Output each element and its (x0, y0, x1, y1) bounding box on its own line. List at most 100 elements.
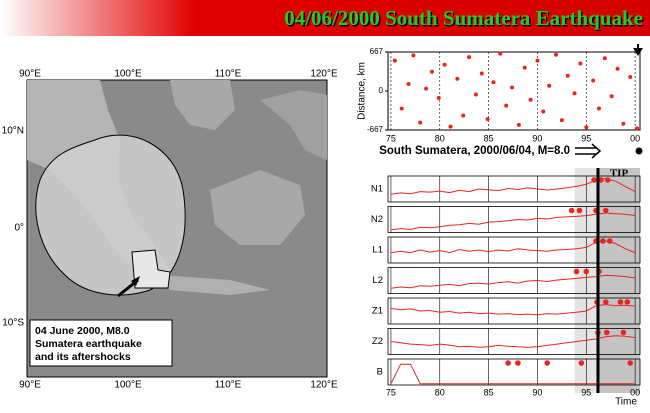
x-tick-label: 80 (435, 387, 445, 397)
x-tick-label: 00 (630, 387, 640, 397)
x-tick-label: 90 (532, 133, 542, 143)
x-axis-label: Time (615, 397, 637, 408)
alarm-dot (576, 207, 583, 214)
banner-title: 04/06/2000 South Sumatera Earthquake (284, 6, 643, 30)
alarm-dot (573, 268, 580, 275)
series-label: Z1 (372, 306, 383, 317)
lon-label: 120°E (310, 69, 338, 80)
x-tick-label: 95 (581, 387, 591, 397)
point (399, 106, 404, 111)
chart-title: South Sumatera, 2000/06/04, M=8.0 (379, 145, 570, 157)
land (210, 170, 305, 245)
x-tick-label: 95 (581, 133, 591, 143)
x-tick-label: 75 (386, 133, 396, 143)
series-label: B (377, 367, 383, 378)
x-tick-label: 85 (484, 387, 494, 397)
series-line (390, 274, 636, 289)
point (541, 109, 546, 114)
point (485, 117, 490, 122)
lon-label: 90°E (19, 380, 41, 391)
x-tick-label: 90 (532, 387, 542, 397)
point (429, 69, 434, 74)
x-tick-label: 80 (435, 133, 445, 143)
alarm-dot (598, 177, 604, 183)
panel-frame (387, 206, 641, 233)
tip-shade (598, 168, 640, 393)
point (504, 103, 509, 108)
point (596, 106, 601, 111)
y-tick-label: -667 (367, 125, 384, 134)
banner-shadow: 04/06/2000 South Sumatera Earthquake (286, 7, 645, 31)
series-line (390, 212, 636, 231)
alarm-dot (627, 360, 634, 366)
series-line (390, 303, 636, 316)
y-axis-label: Distance, km (357, 62, 368, 120)
lon-label: 120°E (310, 380, 338, 391)
point (578, 61, 583, 66)
land (170, 80, 235, 130)
y-tick-label: 667 (370, 47, 384, 56)
point (591, 78, 596, 83)
point (473, 92, 478, 97)
event-arrow (575, 143, 602, 159)
point (602, 56, 607, 61)
point (510, 85, 515, 90)
series-line (390, 363, 636, 385)
caption: and its aftershocks (35, 351, 131, 363)
arrow-head (131, 276, 140, 286)
y-tick-label: 0 (379, 86, 384, 95)
point (522, 65, 527, 70)
panel-frame (387, 175, 641, 203)
alarm-dot (578, 360, 585, 366)
series-label: L1 (372, 245, 383, 256)
alarm-dot (603, 329, 610, 336)
point (547, 83, 552, 88)
alarm-dot (617, 299, 624, 305)
lat-label: 0° (14, 223, 24, 234)
panel-frame (387, 297, 641, 325)
point (491, 80, 496, 85)
panel-frame (387, 267, 641, 294)
panel-frame (387, 236, 641, 264)
series-label: N2 (371, 214, 383, 225)
alarm-dot (544, 360, 551, 366)
lat-label: 10°S (2, 318, 24, 329)
event-arrow-head (633, 48, 643, 56)
plot-frame (387, 51, 641, 131)
point (479, 71, 484, 76)
point (528, 97, 533, 102)
lon-label: 110°E (215, 69, 242, 80)
point (467, 55, 472, 60)
point (411, 53, 416, 58)
map: 04 June 2000, M8.0 Sumatera earthquake a… (26, 79, 328, 378)
series-line (390, 335, 636, 348)
alarm-dot (604, 177, 611, 183)
point (436, 96, 441, 101)
lon-label: 90°E (19, 69, 41, 80)
epicenter-box (131, 249, 171, 289)
alarm-dot (515, 360, 521, 366)
point (554, 52, 558, 57)
panel-frame (387, 328, 641, 355)
point (516, 122, 521, 127)
point (461, 113, 466, 118)
point (565, 73, 570, 78)
point (442, 62, 447, 67)
point (498, 51, 503, 56)
series-label: N1 (371, 184, 383, 195)
point (418, 120, 423, 125)
alarm-dot (624, 299, 631, 305)
series-label: Z2 (372, 336, 383, 347)
alarm-dot (620, 329, 627, 336)
land (160, 275, 270, 295)
alarm-dot (505, 360, 511, 366)
point (406, 81, 411, 86)
lon-label: 110°E (215, 380, 242, 391)
caption-box (29, 319, 173, 367)
point (609, 94, 614, 99)
lon-label: 100°E (114, 69, 142, 80)
point (628, 74, 633, 79)
caption: 04 June 2000, M8.0 (35, 325, 130, 337)
alarm-dot (603, 207, 609, 214)
